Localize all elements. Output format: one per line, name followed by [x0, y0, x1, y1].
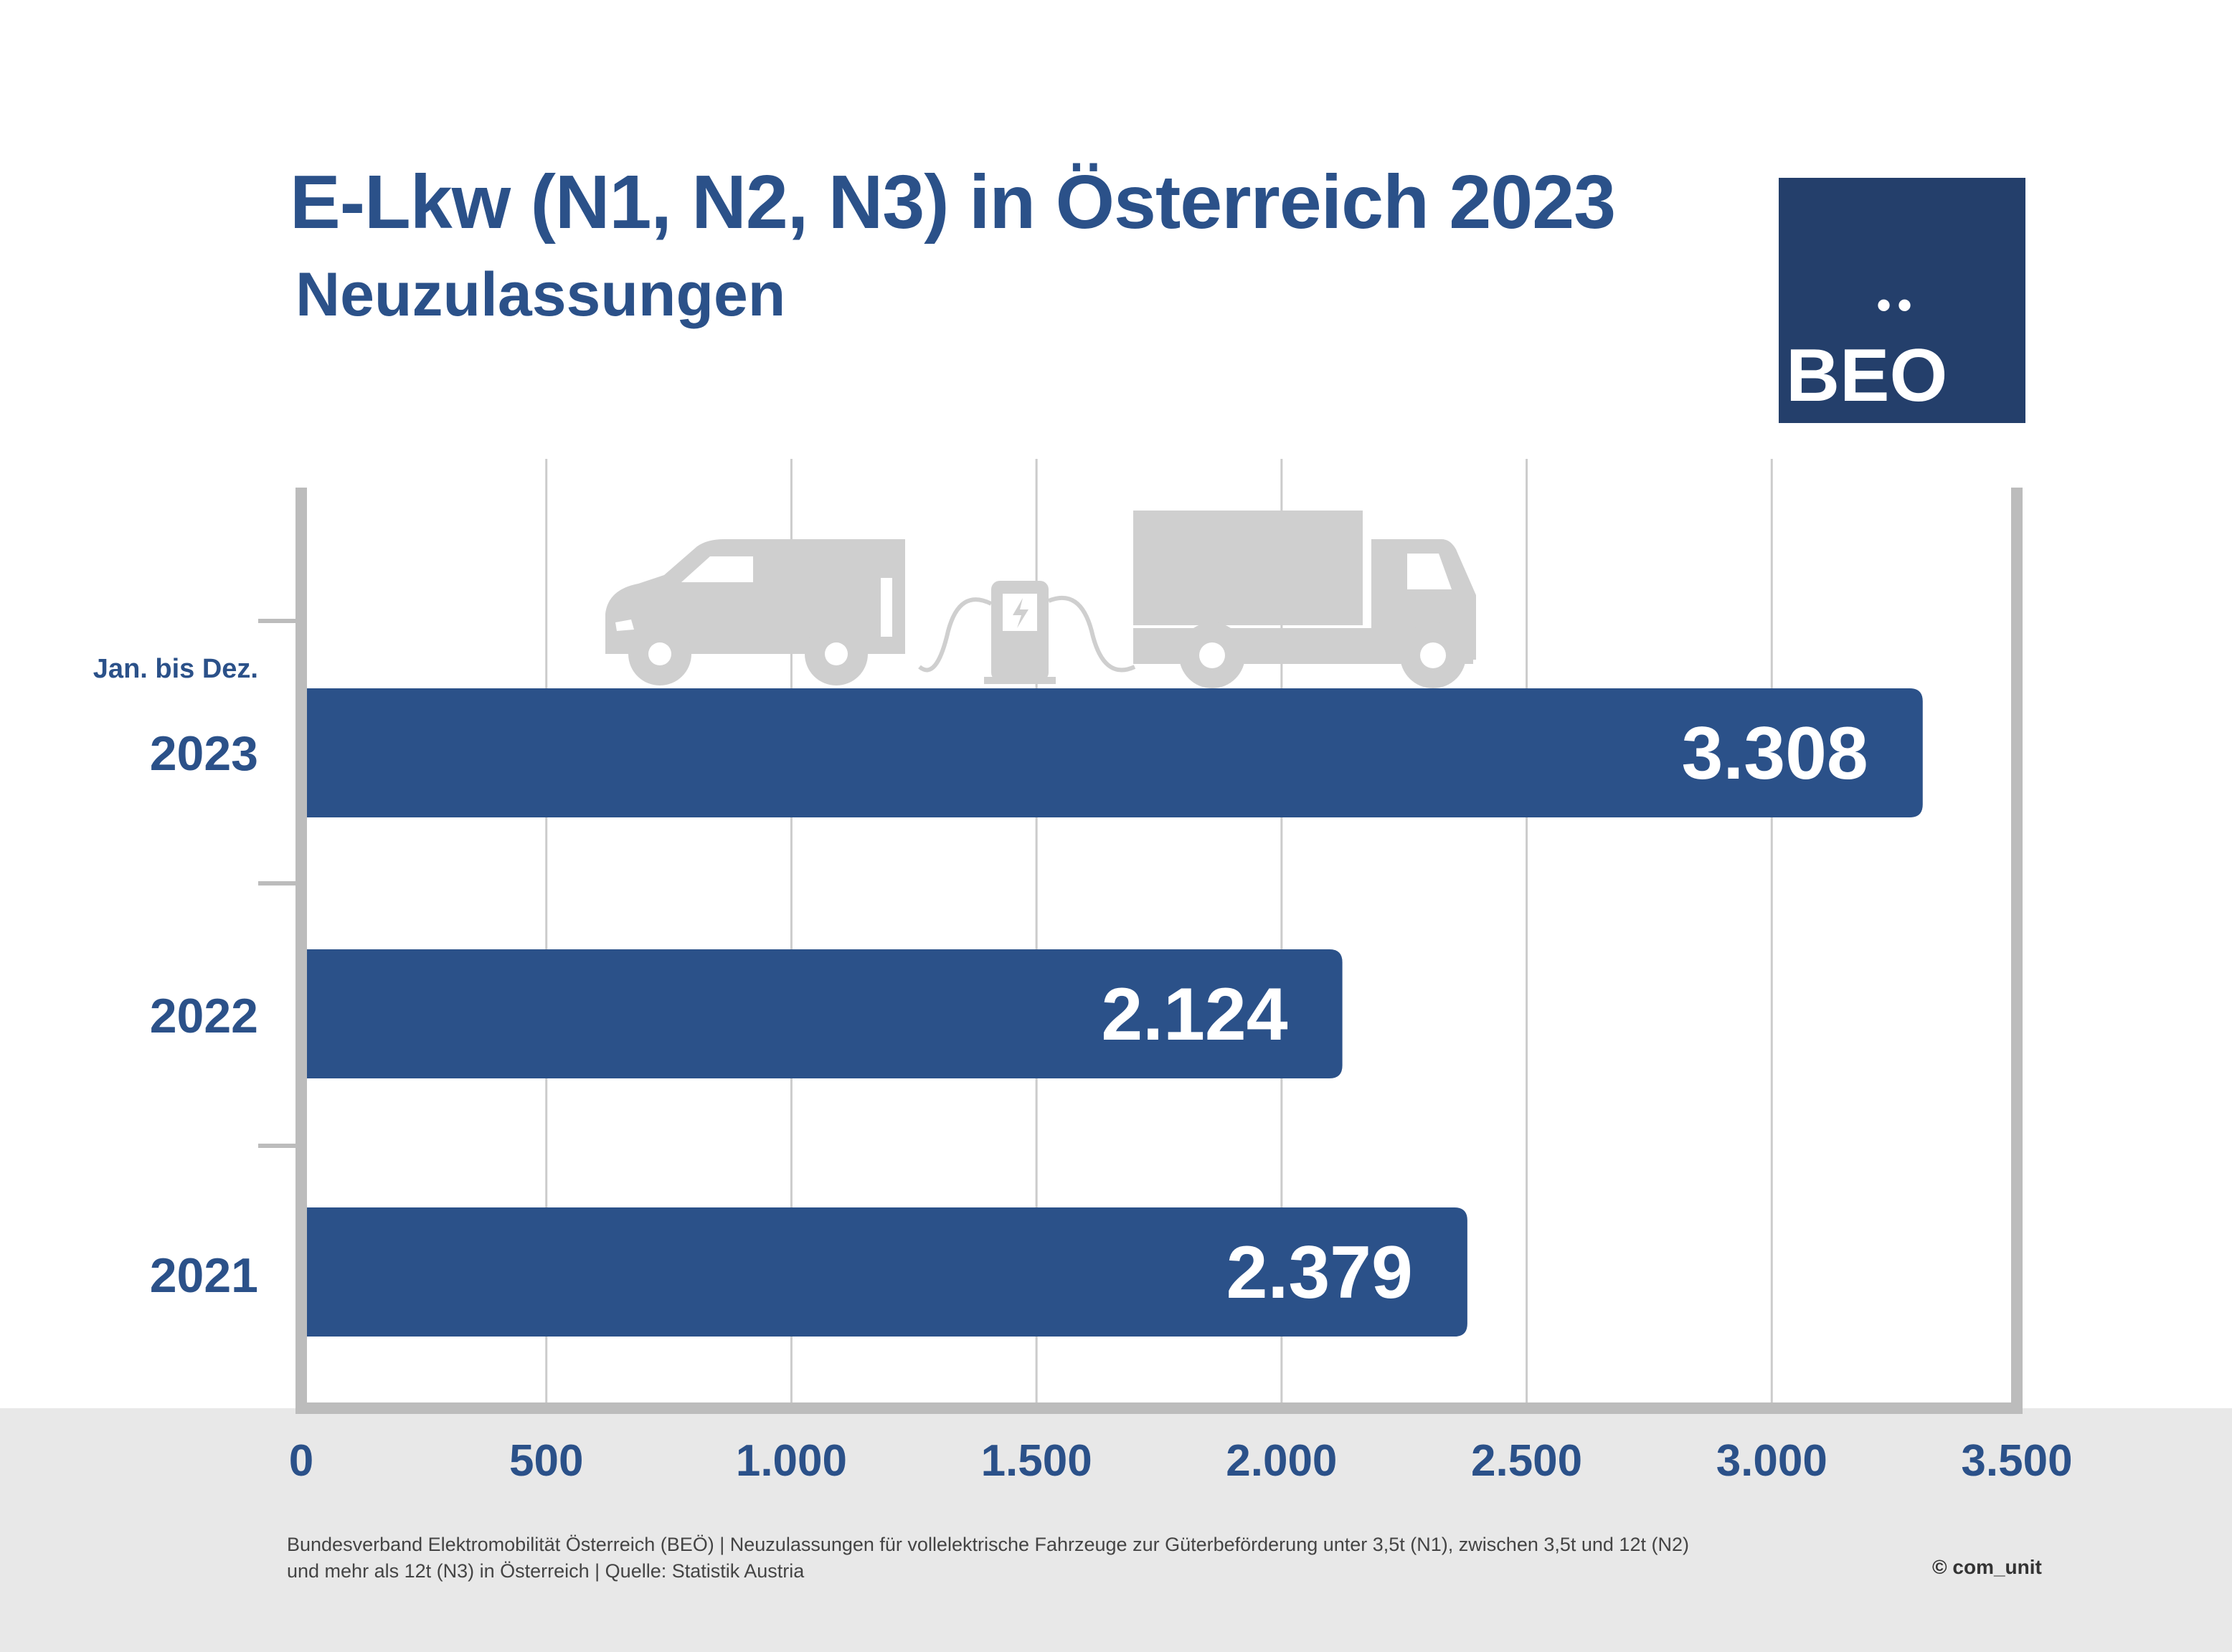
source-note: Bundesverband Elektromobilität Österreic…: [287, 1532, 1865, 1585]
x-tick-label: 1.500: [981, 1436, 1092, 1486]
x-tick-label: 3.500: [1961, 1436, 2072, 1486]
x-tick-labels: 0 500 1.000 1.500 2.000 2.500 3.000 3.500: [289, 1436, 2073, 1486]
x-tick-label: 0: [289, 1436, 313, 1486]
logo-text: BEO: [1786, 334, 1948, 417]
chart-title: E-Lkw (N1, N2, N3) in Österreich 2023: [290, 160, 1616, 245]
x-tick-label: 3.000: [1716, 1436, 1827, 1486]
bar-2021: [307, 1207, 1467, 1337]
category-label-2022: 2022: [149, 989, 258, 1043]
period-label: Jan. bis Dez.: [93, 654, 258, 684]
chart-subtitle: Neuzulassungen: [295, 260, 786, 329]
x-tick-label: 1.000: [736, 1436, 847, 1486]
bar-2023: [307, 688, 1923, 817]
logo-dots: ••: [1876, 281, 1919, 329]
bar-value-label-2021: 2.379: [1226, 1231, 1413, 1314]
x-tick-label: 2.000: [1226, 1436, 1337, 1486]
bar-2022: [307, 949, 1343, 1078]
beo-logo: •• BEO: [1779, 178, 2025, 423]
bars: 3.308 2.124 2.379: [307, 688, 1923, 1337]
charging-station-icon: [918, 581, 1136, 684]
copyright: © com_unit: [1932, 1556, 2042, 1578]
van-icon: [605, 539, 905, 685]
truck-icon: [1133, 511, 1476, 688]
x-tick-label: 500: [509, 1436, 583, 1486]
bar-value-label-2022: 2.124: [1101, 973, 1287, 1056]
category-label-2021: 2021: [149, 1248, 258, 1303]
bar-value-label-2023: 3.308: [1682, 712, 1868, 795]
axes: [258, 488, 2023, 1414]
footer-band: [0, 1408, 2232, 1652]
category-label-2023: 2023: [149, 726, 258, 781]
source-line-1: Bundesverband Elektromobilität Österreic…: [287, 1534, 1689, 1555]
source-line-2: und mehr als 12t (N3) in Österreich | Qu…: [287, 1560, 805, 1582]
x-tick-label: 2.500: [1471, 1436, 1582, 1486]
